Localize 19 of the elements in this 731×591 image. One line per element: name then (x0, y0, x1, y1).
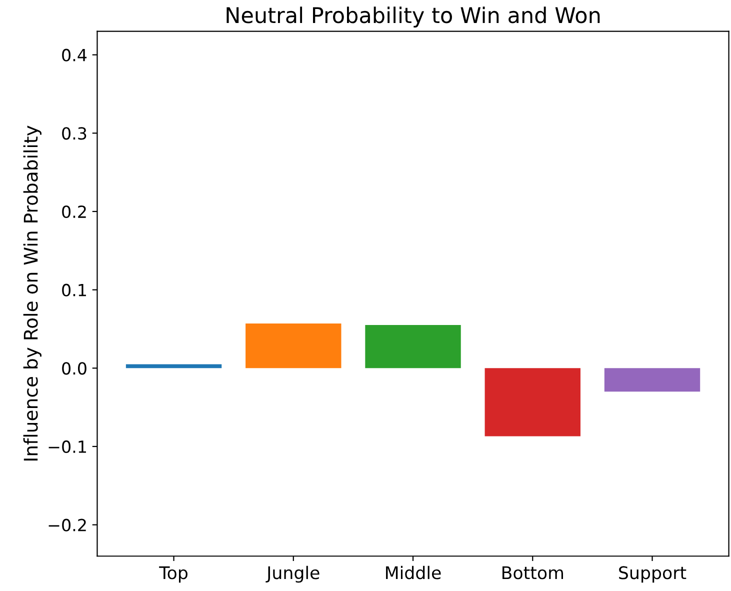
bar (246, 323, 342, 368)
y-tick-label: 0.0 (62, 362, 86, 375)
y-tick-label: 0.3 (62, 127, 86, 140)
y-tick-label: 0.2 (62, 205, 86, 218)
bar (484, 368, 580, 436)
bar (365, 325, 461, 368)
x-tick-label: Support (619, 566, 686, 583)
y-tick-label: 0.4 (62, 48, 87, 62)
y-axis-title: Influence by Role on Win Probability (23, 126, 42, 461)
x-tick-label: Bottom (502, 566, 563, 580)
bar (604, 368, 700, 392)
y-tick-label: −0.2 (48, 518, 86, 532)
bar (126, 364, 222, 368)
chart-title: Neutral Probability to Win and Won (226, 6, 600, 28)
x-tick-label: Top (159, 566, 188, 583)
y-tick-label: −0.1 (48, 440, 86, 454)
x-tick-label: Jungle (266, 566, 320, 583)
x-tick-label: Middle (386, 566, 441, 580)
y-tick-label: 0.1 (62, 284, 86, 296)
